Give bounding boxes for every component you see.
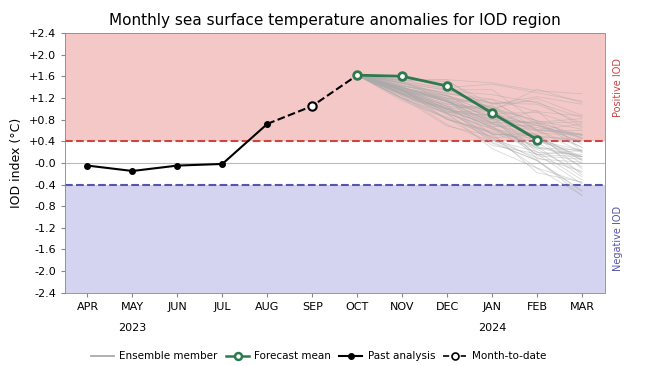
Legend: Ensemble member, Forecast mean, Past analysis, Month-to-date: Ensemble member, Forecast mean, Past ana… — [87, 347, 550, 366]
Bar — [65, 141, 604, 184]
Bar — [65, 184, 604, 293]
Y-axis label: IOD index (°C): IOD index (°C) — [10, 118, 23, 208]
Title: Monthly sea surface temperature anomalies for IOD region: Monthly sea surface temperature anomalie… — [109, 12, 560, 27]
Bar — [65, 33, 604, 141]
Text: Positive IOD: Positive IOD — [612, 57, 623, 117]
Text: 2023: 2023 — [118, 323, 146, 333]
Text: 2024: 2024 — [478, 323, 506, 333]
Text: Negative IOD: Negative IOD — [612, 206, 623, 271]
